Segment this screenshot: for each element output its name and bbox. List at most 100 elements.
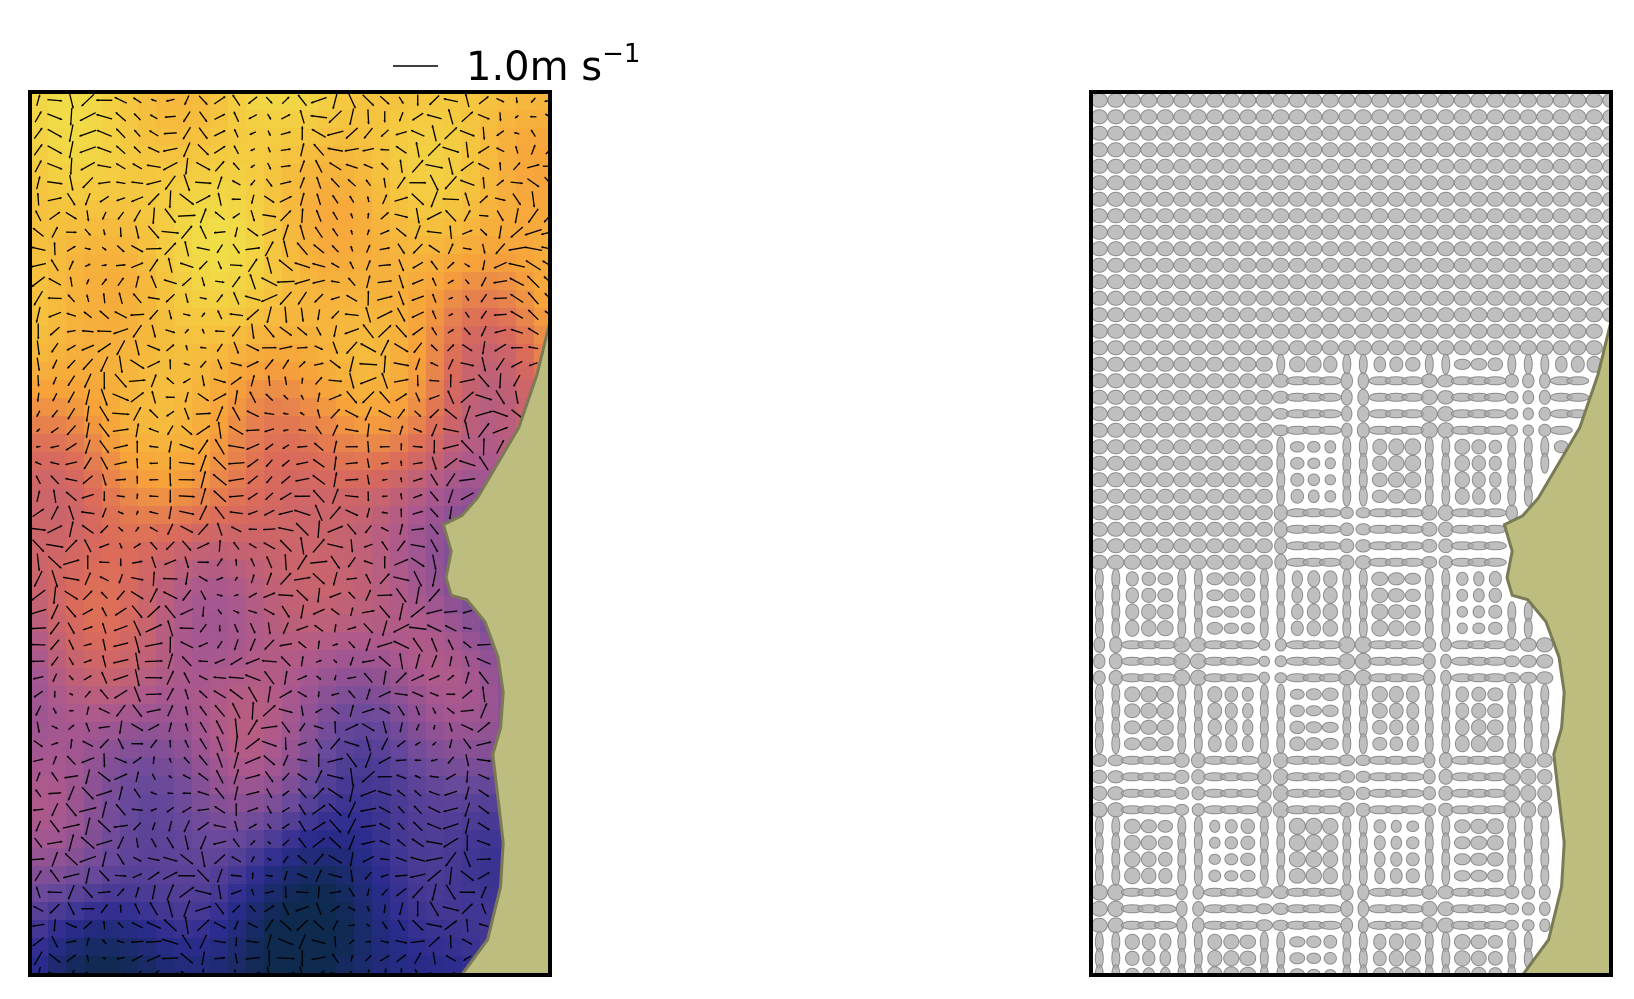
velocity-arrow xyxy=(33,143,43,156)
field-cell xyxy=(120,182,139,201)
arrow-head xyxy=(184,689,187,692)
arrow-head xyxy=(55,226,58,230)
field-cell xyxy=(66,92,85,111)
arrow-head xyxy=(89,659,92,662)
velocity-arrow xyxy=(413,342,423,354)
arrow-head xyxy=(349,971,353,974)
arrow-head xyxy=(72,912,75,915)
velocity-arrow xyxy=(70,107,73,126)
velocity-arrow xyxy=(347,818,357,835)
arrow-head xyxy=(447,390,450,393)
arrow-head xyxy=(154,844,157,848)
field-cell xyxy=(336,686,355,705)
field-cell xyxy=(480,848,499,867)
arrow-head xyxy=(140,560,143,563)
velocity-arrow xyxy=(461,723,474,731)
uncertainty-ellipse xyxy=(1387,175,1405,191)
field-cell xyxy=(480,812,499,831)
field-cell xyxy=(84,164,103,183)
velocity-arrow xyxy=(509,293,524,304)
arrow-head xyxy=(493,297,496,300)
arrow-head xyxy=(454,127,457,130)
field-cell xyxy=(354,758,373,777)
arrow-head xyxy=(440,166,443,169)
field-cell xyxy=(264,740,283,759)
arrow-head xyxy=(489,398,492,401)
field-cell xyxy=(282,416,301,435)
uncertainty-ellipse xyxy=(1552,142,1570,158)
velocity-arrow xyxy=(167,653,174,670)
arrow-head xyxy=(39,144,43,147)
arrow-head xyxy=(150,809,154,812)
arrow-head xyxy=(388,325,392,328)
field-cell xyxy=(408,686,427,705)
field-cell xyxy=(120,308,139,327)
arrow-head xyxy=(368,589,371,593)
velocity-arrow xyxy=(81,511,95,515)
velocity-arrow xyxy=(464,786,470,800)
arrow-head xyxy=(383,177,386,181)
arrow-head xyxy=(234,558,238,561)
field-cell xyxy=(264,542,283,561)
velocity-arrow xyxy=(447,108,454,125)
field-cell xyxy=(138,560,157,579)
arrow-head xyxy=(274,346,277,349)
velocity-arrow xyxy=(263,542,276,550)
arrow-head xyxy=(496,147,499,150)
field-cell xyxy=(444,632,463,651)
field-cell xyxy=(210,902,229,921)
arrow-head xyxy=(173,220,176,223)
arrow-head xyxy=(184,582,188,586)
field-cell xyxy=(282,794,301,813)
velocity-arrow xyxy=(199,454,207,472)
uncertainty-ellipse xyxy=(1255,175,1273,191)
field-cell xyxy=(444,812,463,831)
arrow-head xyxy=(337,566,340,569)
field-cell xyxy=(300,740,319,759)
field-cell xyxy=(120,596,139,615)
arrow-head xyxy=(93,806,97,810)
velocity-arrow xyxy=(378,806,391,814)
field-cell xyxy=(480,92,499,111)
arrow-head xyxy=(453,693,456,696)
arrow-head xyxy=(296,890,299,894)
field-cell xyxy=(138,542,157,561)
arrow-head xyxy=(90,626,93,629)
arrow-head xyxy=(169,317,173,320)
arrow-head xyxy=(282,809,285,812)
arrow-head xyxy=(147,296,151,299)
uncertainty-ellipse xyxy=(1453,241,1471,257)
arrow-head xyxy=(483,251,486,254)
arrow-head xyxy=(104,263,107,267)
uncertainty-ellipse xyxy=(1453,158,1471,174)
uncertainty-ellipse xyxy=(1387,158,1405,174)
arrow-head xyxy=(468,210,471,213)
velocity-arrow xyxy=(214,160,225,172)
arrow-head xyxy=(296,462,299,466)
arrow-head xyxy=(414,790,417,793)
field-cell xyxy=(246,668,265,687)
velocity-arrow xyxy=(30,627,47,630)
field-cell xyxy=(138,938,157,957)
velocity-arrow xyxy=(131,605,143,619)
velocity-arrow xyxy=(314,504,323,522)
uncertainty-ellipse xyxy=(1189,142,1207,158)
arrow-head xyxy=(380,875,384,878)
velocity-arrow xyxy=(180,641,194,649)
velocity-arrow xyxy=(35,306,41,323)
arrow-head xyxy=(41,508,44,512)
arrow-head xyxy=(232,215,236,219)
arrow-head xyxy=(371,103,374,106)
velocity-arrow xyxy=(295,905,310,912)
velocity-arrow xyxy=(67,785,75,801)
arrow-head xyxy=(246,410,250,413)
field-cell xyxy=(30,740,49,759)
field-cell xyxy=(390,902,409,921)
velocity-arrow xyxy=(459,378,475,384)
arrow-head xyxy=(289,690,292,693)
arrow-head xyxy=(400,968,403,971)
arrow-head xyxy=(217,522,220,526)
uncertainty-ellipse xyxy=(1156,125,1174,141)
arrow-head xyxy=(251,872,255,875)
arrow-head xyxy=(319,770,323,773)
